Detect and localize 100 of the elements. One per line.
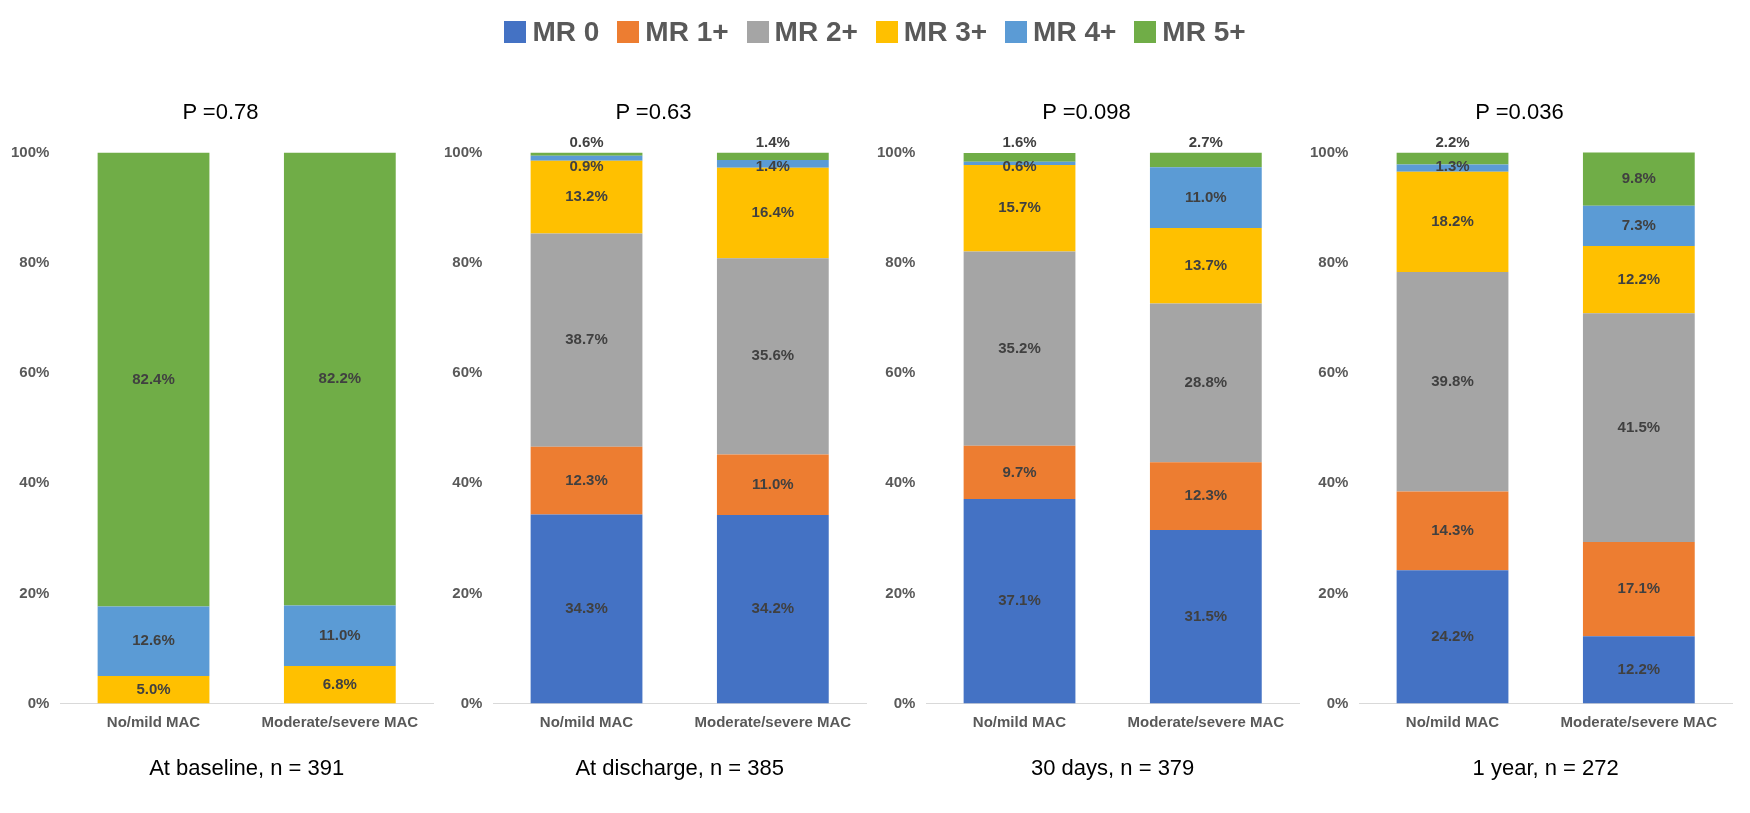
bar (530, 446, 643, 515)
data-label: 1.4% (755, 132, 790, 150)
bar (1396, 171, 1509, 273)
chart-title: P =0.098 (1042, 99, 1131, 125)
data-label: 35.2% (998, 338, 1041, 356)
y-tick-label: 0% (1326, 693, 1349, 711)
bar (963, 152, 1076, 162)
data-label: 39.8% (1431, 371, 1474, 389)
data-label: 13.7% (1184, 255, 1228, 273)
data-label: 1.6% (1002, 133, 1037, 151)
bar (1149, 303, 1262, 463)
data-label: 12.3% (565, 470, 608, 488)
x-tick-label: Moderate/severe MAC (694, 712, 852, 730)
x-tick-label: Moderate/severe MAC (1560, 712, 1718, 730)
bar (716, 454, 829, 516)
legend-label: MR 5+ (1162, 16, 1246, 48)
data-label: 34.3% (565, 599, 608, 617)
bar (530, 160, 643, 234)
bar (963, 445, 1076, 500)
bar (530, 152, 643, 156)
y-tick-label: 80% (1318, 252, 1349, 270)
x-axis-title: 30 days, n = 379 (1031, 754, 1195, 780)
y-tick-label: 20% (19, 583, 50, 601)
bar (1396, 570, 1509, 704)
data-label: 18.2% (1431, 211, 1474, 229)
data-label: 14.3% (1431, 520, 1474, 538)
data-label: 31.5% (1184, 606, 1228, 624)
y-tick-label: 20% (1318, 583, 1349, 601)
data-label: 82.2% (318, 369, 362, 387)
y-tick-label: 0% (460, 693, 483, 711)
bar (97, 606, 210, 677)
y-tick-label: 20% (885, 583, 916, 601)
bar (716, 152, 829, 161)
bar (283, 605, 396, 667)
data-label: 41.5% (1617, 417, 1661, 435)
data-label: 6.8% (322, 675, 357, 692)
bar (1149, 529, 1262, 704)
bar (963, 499, 1076, 704)
y-tick-label: 20% (452, 583, 483, 601)
data-label: 28.8% (1184, 372, 1228, 390)
bar (1582, 313, 1695, 543)
data-label: 13.2% (565, 187, 608, 205)
chart-title: P =0.036 (1475, 99, 1564, 125)
bar (530, 155, 643, 161)
x-axis-title: At discharge, n = 385 (575, 754, 784, 780)
data-label: 9.8% (1621, 169, 1656, 186)
data-label: 35.6% (751, 346, 795, 364)
data-label: 37.1% (998, 591, 1041, 609)
x-tick-label: No/mild MAC (1405, 712, 1500, 730)
data-label: 11.0% (318, 625, 361, 643)
y-tick-label: 0% (27, 693, 50, 711)
data-label: 82.4% (132, 369, 175, 387)
y-tick-label: 0% (893, 693, 916, 711)
data-label: 12.3% (1184, 486, 1228, 504)
chart-title: P =0.63 (615, 99, 692, 125)
y-tick-label: 100% (876, 142, 916, 160)
bar (283, 666, 396, 704)
data-label: 11.0% (1184, 187, 1227, 205)
bar (1582, 542, 1695, 637)
y-tick-label: 60% (452, 363, 483, 381)
x-tick-label: Moderate/severe MAC (1127, 712, 1285, 730)
x-axis-title: 1 year, n = 272 (1472, 754, 1619, 780)
legend-label: MR 4+ (1033, 16, 1117, 48)
bar (716, 515, 829, 704)
data-label: 17.1% (1617, 579, 1661, 597)
data-label: 2.7% (1188, 132, 1223, 150)
data-label: 24.2% (1431, 627, 1474, 645)
data-label: 5.0% (136, 679, 171, 697)
bar (97, 676, 210, 704)
y-tick-label: 60% (885, 363, 916, 381)
y-tick-label: 40% (885, 473, 916, 491)
y-tick-label: 40% (19, 473, 50, 491)
data-label: 9.7% (1002, 462, 1037, 480)
bar (1396, 272, 1509, 492)
y-tick-label: 100% (443, 142, 483, 160)
x-tick-label: No/mild MAC (539, 712, 634, 730)
bar (1396, 491, 1509, 571)
x-tick-label: No/mild MAC (106, 712, 201, 730)
y-tick-label: 40% (452, 473, 483, 491)
x-axis-title: At baseline, n = 391 (149, 754, 345, 780)
bar (1582, 152, 1695, 206)
y-tick-label: 60% (19, 363, 50, 381)
bar (283, 152, 396, 606)
data-label: 7.3% (1621, 216, 1656, 234)
y-tick-label: 80% (452, 252, 483, 270)
bar (1149, 227, 1262, 304)
bar (716, 258, 829, 455)
y-tick-label: 80% (885, 252, 916, 270)
y-tick-label: 60% (1318, 363, 1349, 381)
x-tick-label: No/mild MAC (972, 712, 1067, 730)
bar (1149, 462, 1262, 530)
data-label: 2.2% (1435, 132, 1470, 150)
bar (1582, 636, 1695, 704)
data-label: 38.7% (565, 330, 608, 348)
bar (1582, 205, 1695, 247)
data-label: 0.6% (569, 132, 604, 150)
legend-label: MR 1+ (645, 16, 729, 48)
data-label: 15.7% (998, 198, 1041, 216)
x-tick-label: Moderate/severe MAC (261, 712, 419, 730)
data-label: 12.2% (1617, 269, 1661, 287)
